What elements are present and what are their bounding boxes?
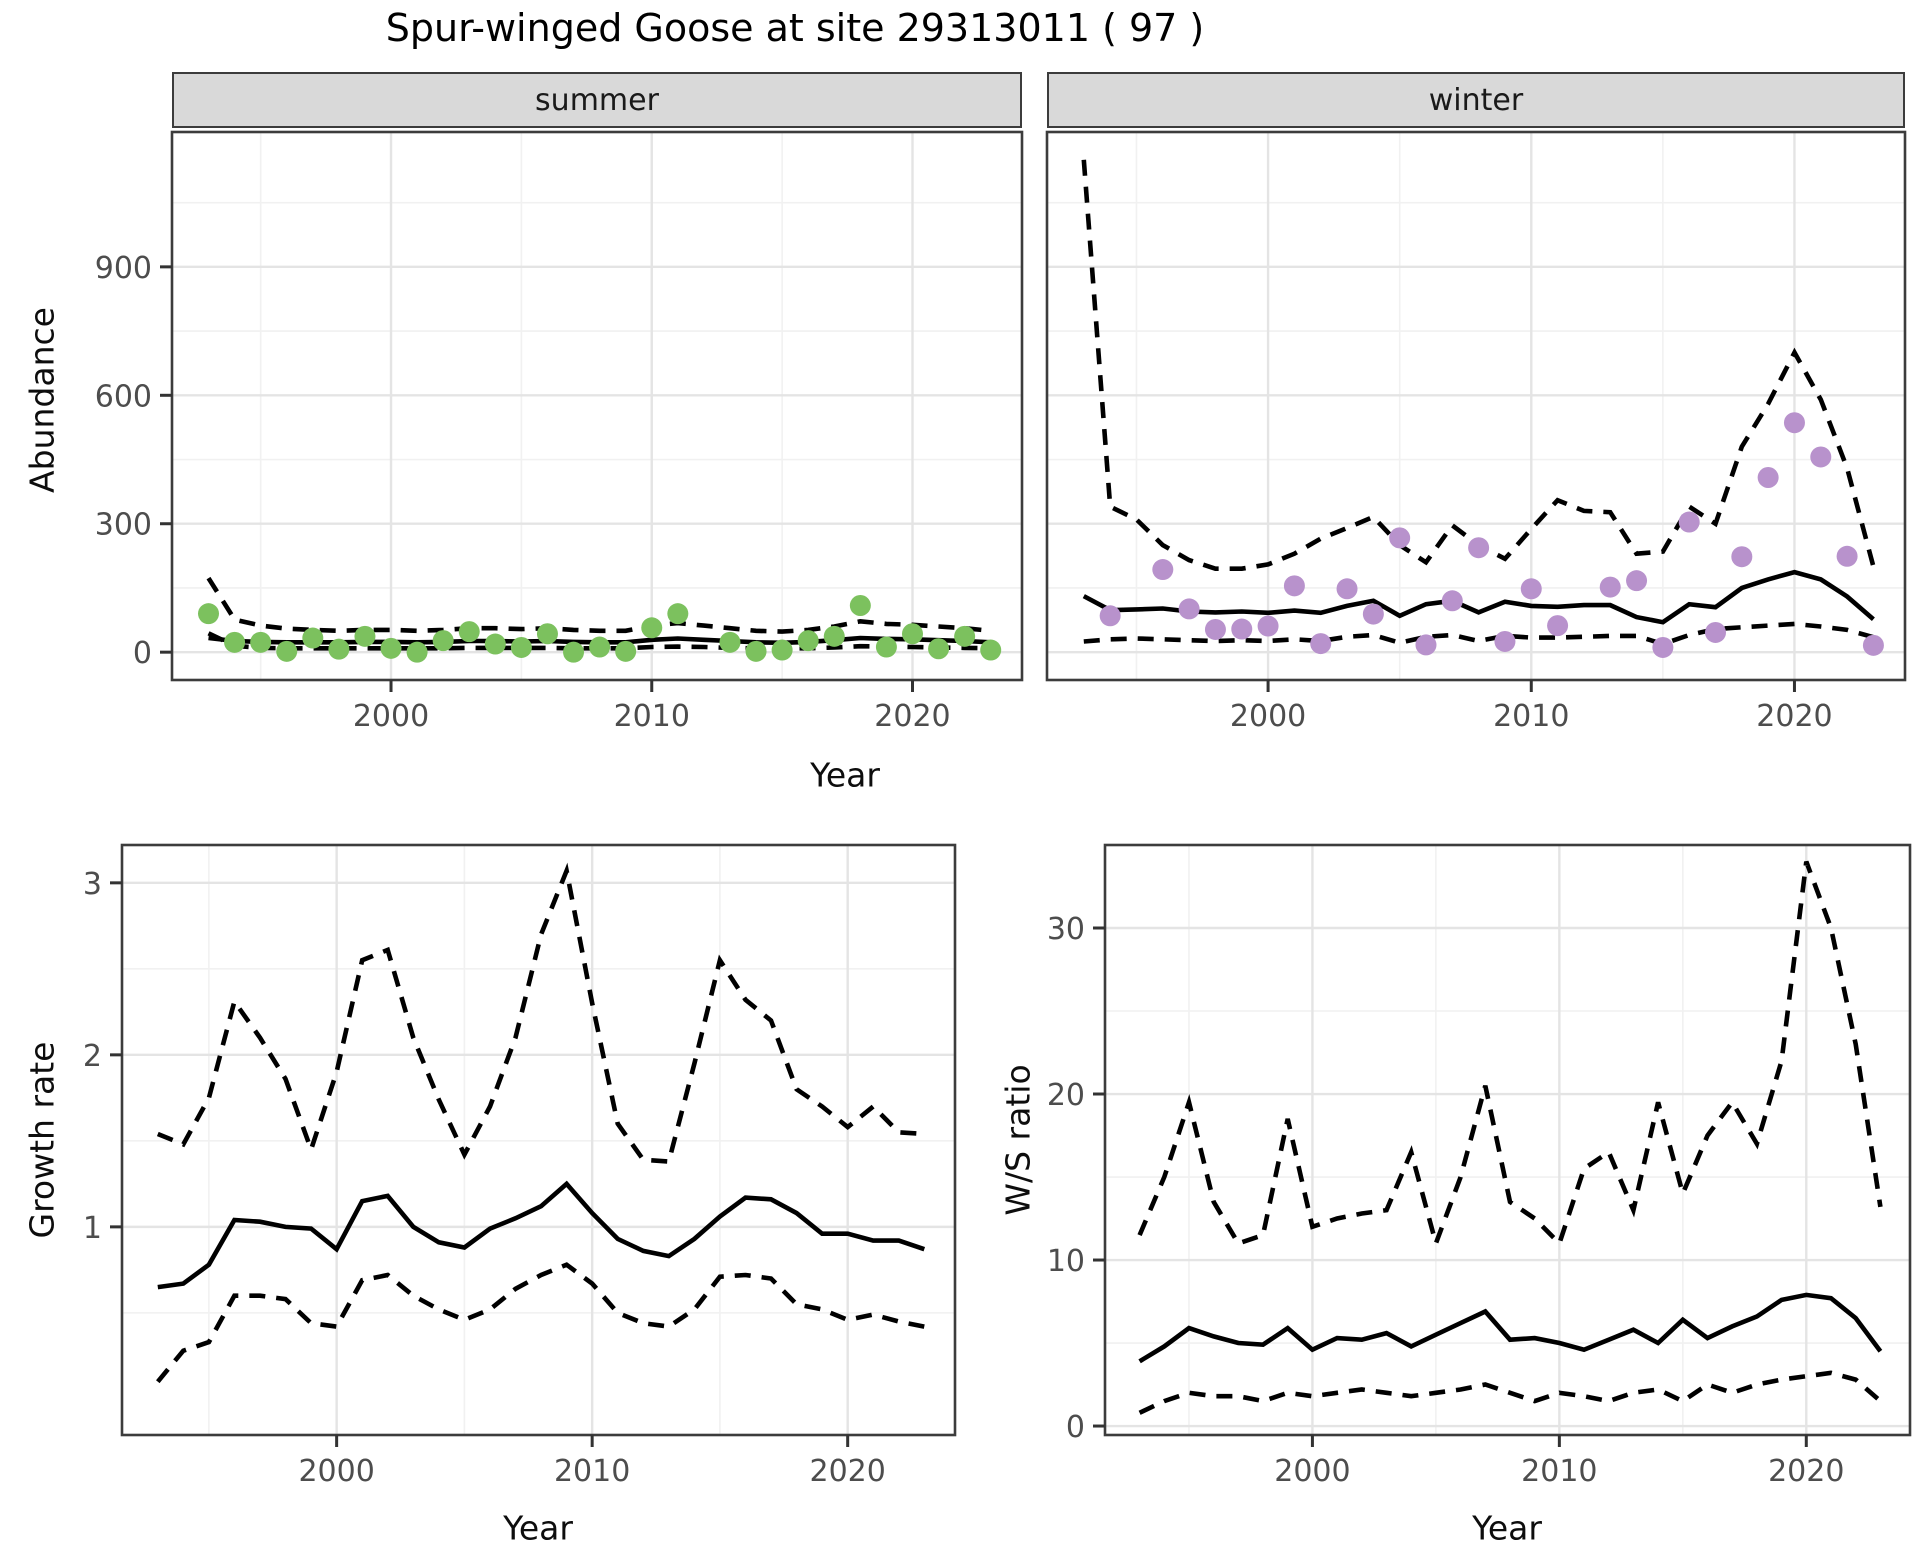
y-tick-label: 600 [95, 379, 152, 414]
x-tick-label: 2020 [1768, 1454, 1844, 1489]
axis-ticks: 2000 2010 2020 1 2 3 [83, 867, 886, 1489]
y-tick-label: 0 [1066, 1410, 1085, 1445]
panel-border [170, 130, 1024, 682]
gridlines [122, 845, 955, 1435]
facet-strip-winter: winter [1047, 72, 1905, 128]
panel-border [120, 843, 957, 1437]
axis-ticks: 2000 2010 2020 0 10 20 30 [1047, 912, 1845, 1489]
x-tick-label: 2010 [1493, 699, 1569, 734]
w-s-ratio-line [1138, 1292, 1883, 1364]
y-axis-title-abundance: Abundance [22, 307, 62, 493]
y-axis-title-growth-rate: Growth rate [22, 1041, 62, 1239]
growth-rate-line [157, 1180, 926, 1290]
y-tick-label: 2 [83, 1039, 102, 1074]
y-tick-label: 30 [1047, 912, 1085, 947]
lower-ci-line [1138, 1370, 1882, 1415]
upper-ci-line [156, 862, 925, 1164]
y-tick-label: 300 [95, 508, 152, 543]
gridlines [1047, 132, 1905, 680]
axis-ticks: 2000 2010 2020 [1230, 680, 1833, 734]
x-tick-label: 2010 [1521, 1454, 1597, 1489]
x-tick-label: 2020 [810, 1454, 886, 1489]
panel-border [1103, 843, 1912, 1437]
facet-label-winter: winter [1428, 82, 1524, 118]
y-tick-label: 20 [1047, 1078, 1085, 1113]
x-tick-label: 2010 [554, 1454, 630, 1489]
facet-label-summer: summer [535, 82, 659, 118]
model-fit-line [1082, 569, 1875, 625]
x-tick-label: 2000 [298, 1454, 374, 1489]
y-axis-title-ws-ratio: W/S ratio [998, 1064, 1038, 1216]
panel-growth-rate: 2000 2010 2020 1 2 3 [83, 843, 957, 1489]
panel-summer: 2000 2010 2020 0 300 600 900 [95, 130, 1024, 734]
axis-ticks: 2000 2010 2020 0 300 600 900 [95, 251, 951, 734]
facet-strip-summer: summer [172, 72, 1022, 128]
y-tick-label: 1 [83, 1211, 102, 1246]
y-tick-label: 900 [95, 251, 152, 286]
x-axis-title-growth: Year [503, 1508, 573, 1548]
panel-w-s-ratio: 2000 2010 2020 0 10 20 30 [1047, 843, 1912, 1489]
lower-ci-line [156, 1262, 925, 1384]
upper-ci-line [1137, 860, 1883, 1251]
plot-title: Spur-winged Goose at site 29313011 ( 97 … [385, 6, 1205, 50]
upper-ci-line [206, 576, 991, 634]
x-axis-title-ws: Year [1472, 1508, 1542, 1548]
x-tick-label: 2020 [1756, 699, 1832, 734]
lower-ci-line [207, 631, 991, 651]
x-tick-label: 2000 [1274, 1454, 1350, 1489]
gridlines [172, 132, 1022, 680]
x-axis-title-top: Year [810, 755, 880, 795]
y-tick-label: 3 [83, 867, 102, 902]
x-tick-label: 2010 [614, 699, 690, 734]
x-tick-label: 2000 [1230, 699, 1306, 734]
x-tick-label: 2020 [874, 699, 950, 734]
x-tick-label: 2000 [353, 699, 429, 734]
observed-points [198, 595, 1002, 663]
y-tick-label: 0 [133, 636, 152, 671]
y-tick-label: 10 [1047, 1244, 1085, 1279]
observed-points [1099, 412, 1884, 658]
panel-border [1045, 130, 1907, 682]
panel-winter: 2000 2010 2020 [1045, 130, 1907, 734]
